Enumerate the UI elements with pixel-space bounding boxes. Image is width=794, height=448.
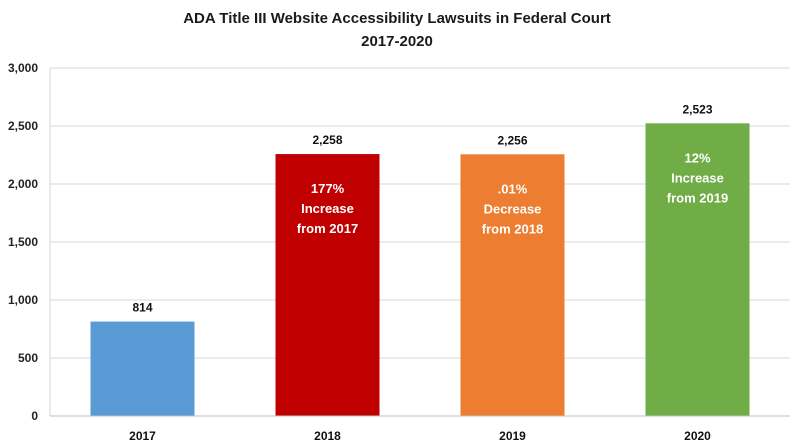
bar-annotation: from 2018 <box>482 221 543 236</box>
y-tick-label: 0 <box>31 409 38 423</box>
bar-annotation: 12% <box>684 150 710 165</box>
x-tick-label: 2018 <box>314 429 341 443</box>
bar-annotation: Increase <box>671 170 724 185</box>
bar-annotation: Increase <box>301 201 354 216</box>
data-label: 2,256 <box>497 133 527 147</box>
bar-annotation: Decrease <box>484 201 542 216</box>
x-tick-label: 2020 <box>684 429 711 443</box>
y-tick-label: 3,000 <box>8 61 38 75</box>
chart-subtitle: 2017-2020 <box>361 33 433 50</box>
data-label: 2,523 <box>682 102 712 116</box>
data-label: 2,258 <box>312 133 342 147</box>
bar-annotation: from 2019 <box>667 190 728 205</box>
bar-annotation: from 2017 <box>297 221 358 236</box>
data-label: 814 <box>132 301 152 315</box>
y-tick-label: 1,500 <box>8 235 38 249</box>
bar-2020 <box>645 123 750 416</box>
y-tick-label: 1,000 <box>8 293 38 307</box>
y-tick-label: 2,500 <box>8 119 38 133</box>
y-tick-label: 500 <box>18 351 38 365</box>
x-tick-label: 2019 <box>499 429 526 443</box>
bar-2017 <box>90 321 195 416</box>
bar-annotation: 177% <box>311 181 345 196</box>
bar-annotation: .01% <box>498 181 528 196</box>
y-tick-label: 2,000 <box>8 177 38 191</box>
bar-2019 <box>460 154 565 416</box>
bar-2018 <box>275 154 380 416</box>
x-tick-label: 2017 <box>129 429 156 443</box>
chart-title: ADA Title III Website Accessibility Laws… <box>183 10 611 27</box>
